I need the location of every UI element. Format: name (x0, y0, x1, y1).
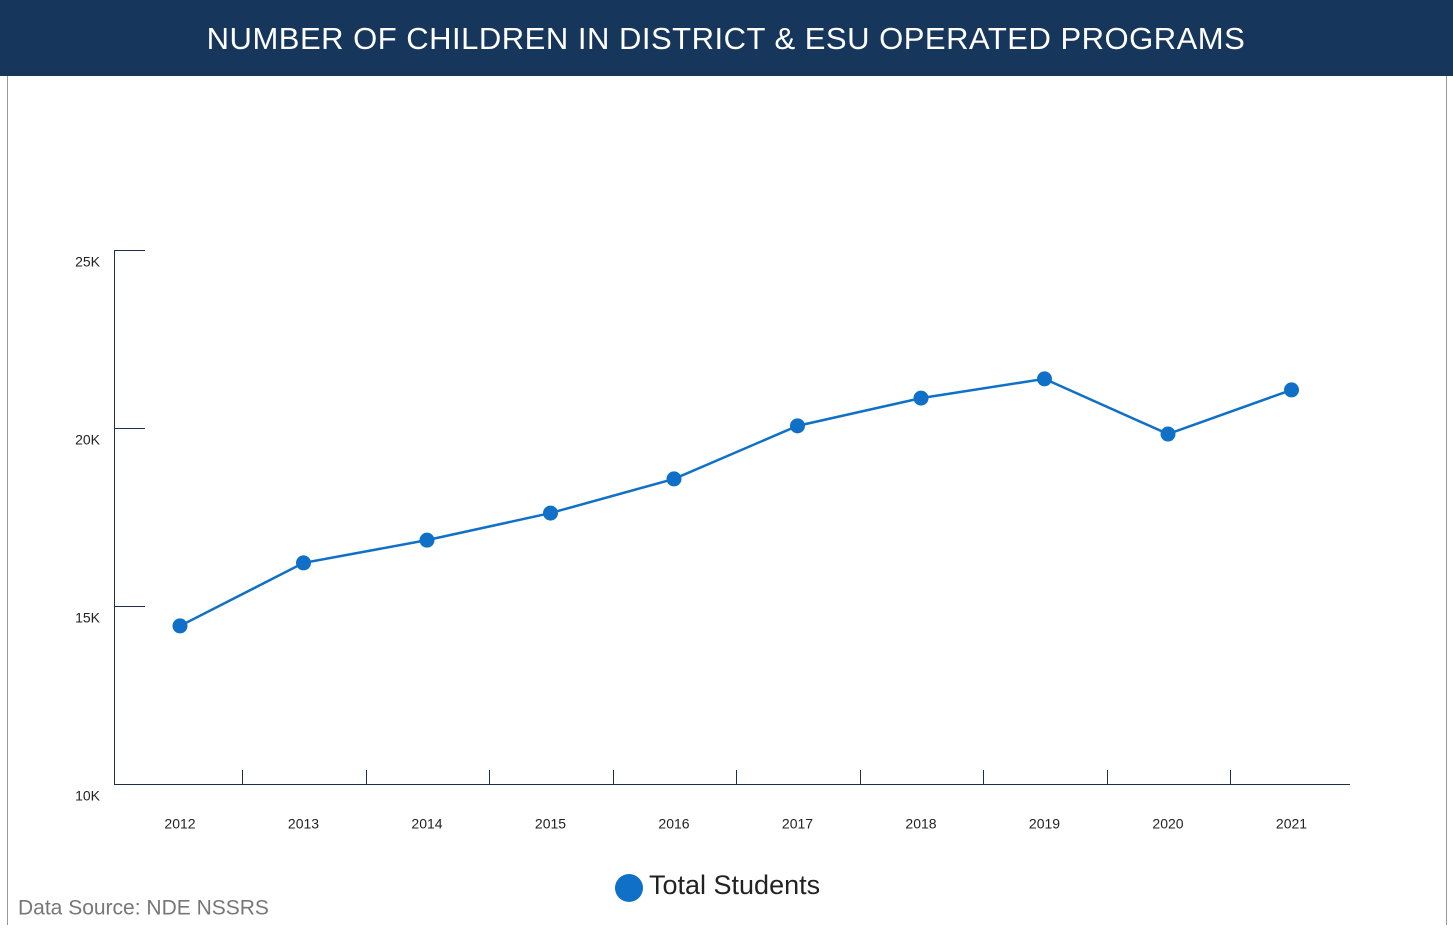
source-note: Data Source: NDE NSSRS (18, 897, 269, 920)
x-tick-label: 2014 (411, 816, 442, 832)
header-bar (0, 0, 1453, 76)
x-tick-label: 2013 (288, 816, 319, 832)
x-tick-label: 2012 (164, 816, 195, 832)
x-tick-label: 2017 (782, 816, 813, 832)
point (543, 505, 558, 521)
x-tick-label: 2021 (1276, 816, 1307, 832)
point (666, 471, 682, 487)
y-tick-label: 10K (75, 788, 101, 804)
x-tick-label: 2020 (1152, 816, 1183, 832)
point (790, 418, 805, 434)
point (1037, 371, 1052, 387)
point (172, 618, 188, 634)
point (296, 555, 311, 571)
legend-swatch (615, 874, 643, 902)
point (913, 390, 929, 406)
legend-label: Total Students (649, 870, 820, 900)
x-tick-label: 2016 (658, 816, 689, 832)
y-tick-label: 20K (75, 432, 101, 448)
point (1284, 382, 1299, 398)
point (1160, 426, 1176, 442)
line (179, 377, 1292, 628)
y-tick-label: 25K (75, 254, 101, 270)
x-tick-label: 2015 (535, 816, 566, 832)
x-tick-label: 2019 (1029, 816, 1060, 832)
point (419, 532, 435, 548)
y-tick-label: 15K (75, 610, 101, 626)
x-tick-label: 2018 (905, 816, 936, 832)
chart-title: NUMBER OF CHILDREN IN DISTRICT & ESU OPE… (207, 21, 1246, 56)
